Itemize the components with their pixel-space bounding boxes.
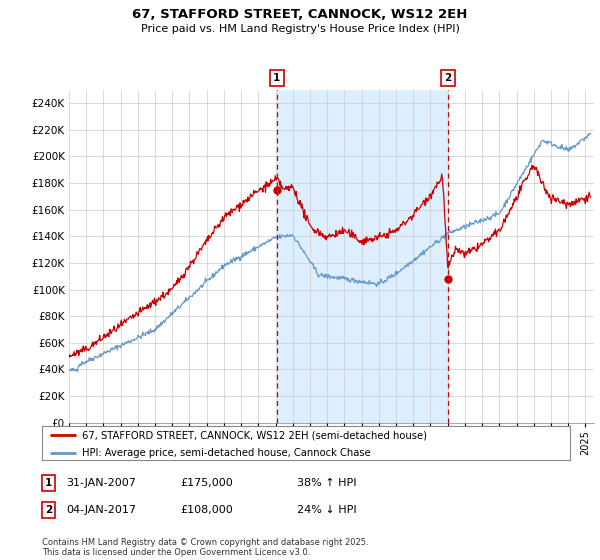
Text: 67, STAFFORD STREET, CANNOCK, WS12 2EH: 67, STAFFORD STREET, CANNOCK, WS12 2EH	[133, 8, 467, 21]
Text: £108,000: £108,000	[180, 505, 233, 515]
Text: 38% ↑ HPI: 38% ↑ HPI	[297, 478, 356, 488]
Text: £175,000: £175,000	[180, 478, 233, 488]
Text: 04-JAN-2017: 04-JAN-2017	[66, 505, 136, 515]
Text: 2: 2	[444, 73, 451, 83]
Text: Contains HM Land Registry data © Crown copyright and database right 2025.
This d: Contains HM Land Registry data © Crown c…	[42, 538, 368, 557]
Text: 1: 1	[45, 478, 52, 488]
Text: Price paid vs. HM Land Registry's House Price Index (HPI): Price paid vs. HM Land Registry's House …	[140, 24, 460, 34]
Text: 31-JAN-2007: 31-JAN-2007	[66, 478, 136, 488]
Text: 2: 2	[45, 505, 52, 515]
Text: 24% ↓ HPI: 24% ↓ HPI	[297, 505, 356, 515]
Text: 1: 1	[274, 73, 281, 83]
Bar	[277, 90, 448, 423]
Text: HPI: Average price, semi-detached house, Cannock Chase: HPI: Average price, semi-detached house,…	[82, 447, 370, 458]
Text: 67, STAFFORD STREET, CANNOCK, WS12 2EH (semi-detached house): 67, STAFFORD STREET, CANNOCK, WS12 2EH (…	[82, 430, 427, 440]
